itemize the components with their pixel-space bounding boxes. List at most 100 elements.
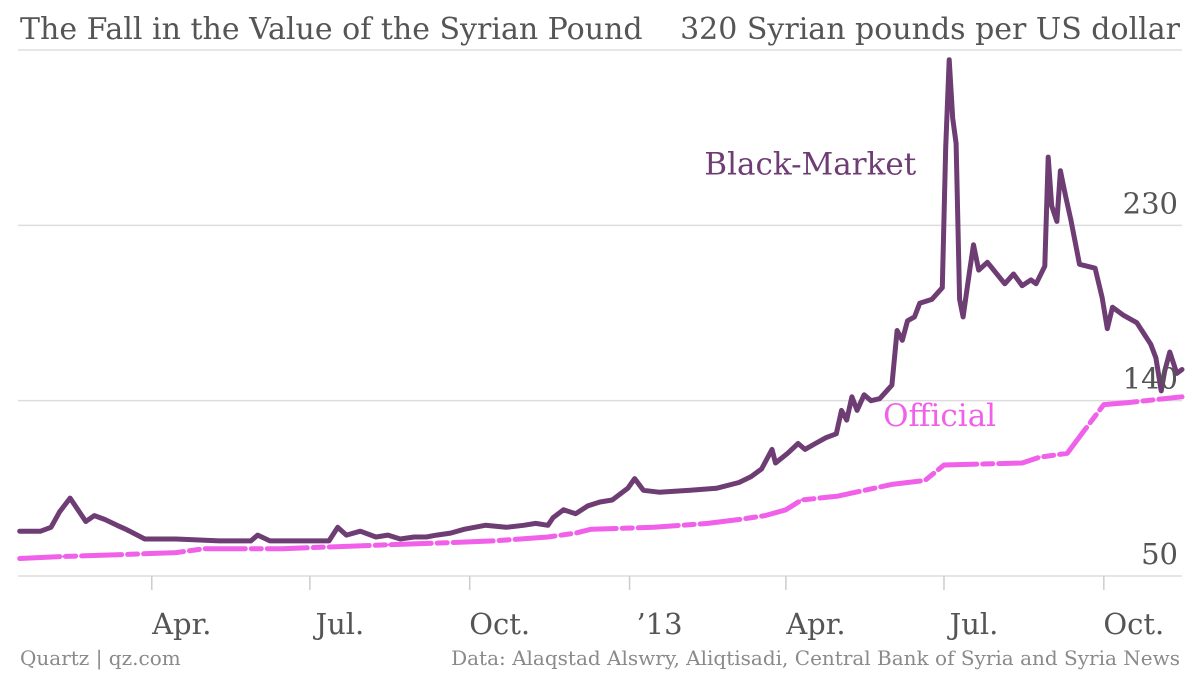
data-point: [315, 539, 318, 543]
data-point: [546, 524, 550, 527]
data-point: [1047, 155, 1050, 159]
data-point: [345, 533, 348, 537]
data-point: [763, 514, 767, 517]
data-point: [463, 528, 466, 531]
data-point: [1160, 389, 1163, 393]
data-point: [814, 442, 817, 445]
data-point: [786, 452, 789, 455]
data-point: [890, 383, 894, 387]
data-point: [633, 477, 636, 480]
data-point: [39, 530, 42, 533]
data-point: [386, 533, 390, 537]
data-point: [574, 512, 577, 515]
data-point: [58, 510, 61, 513]
series-line: [17, 57, 1185, 544]
data-point: [930, 298, 933, 301]
data-point: [1180, 395, 1184, 398]
data-point: [18, 530, 21, 533]
data-point: [942, 463, 946, 467]
data-point: [121, 553, 124, 556]
data-point: [440, 541, 444, 545]
y-tick-label: 140: [1123, 362, 1178, 396]
data-point: [869, 399, 873, 402]
data-point: [412, 535, 416, 539]
data-point: [737, 518, 741, 521]
data-point: [1029, 278, 1033, 282]
data-point: [895, 329, 899, 332]
data-point: [256, 533, 259, 537]
data-point: [954, 142, 958, 145]
data-point: [836, 494, 840, 498]
data-point: [1135, 321, 1139, 324]
chart-title: The Fall in the Value of the Syrian Poun…: [20, 12, 643, 47]
data-point: [1111, 306, 1114, 309]
data-point: [62, 555, 65, 558]
data-point: [1175, 372, 1179, 375]
data-point: [505, 526, 508, 529]
data-point: [906, 319, 909, 322]
x-tick-label: Oct.: [469, 607, 530, 641]
data-point: [522, 524, 525, 527]
data-point: [972, 243, 975, 246]
data-point: [1003, 282, 1006, 285]
series-label: Black-Market: [704, 147, 916, 183]
data-point: [1180, 368, 1184, 371]
data-point: [1012, 272, 1015, 276]
data-point: [715, 487, 718, 490]
data-point: [1021, 461, 1024, 465]
data-point: [534, 522, 537, 525]
data-point: [944, 146, 947, 149]
data-point: [598, 500, 602, 504]
y-tick-label: 140: [1123, 362, 1178, 396]
data-point: [845, 418, 848, 422]
data-point: [958, 298, 961, 301]
x-tick-label: Jul.: [312, 607, 364, 641]
data-point: [878, 397, 881, 400]
data-point: [562, 508, 565, 511]
data-point: [1121, 313, 1125, 317]
data-point: [1064, 194, 1067, 198]
data-point: [1078, 263, 1081, 266]
data-point: [18, 557, 21, 560]
data-point: [386, 543, 390, 546]
data-point: [890, 483, 894, 486]
data-point: [1100, 296, 1104, 299]
data-point: [749, 475, 753, 478]
data-point: [652, 526, 656, 529]
data-point: [800, 498, 803, 502]
data-point: [298, 539, 301, 543]
data-point: [1034, 282, 1038, 285]
data-point: [174, 537, 178, 541]
data-point: [218, 539, 221, 543]
data-point: [986, 261, 989, 264]
data-point: [551, 516, 555, 519]
data-point: [49, 526, 53, 529]
data-point: [590, 528, 593, 531]
data-point: [941, 286, 944, 289]
x-tick-label: Apr.: [151, 607, 211, 641]
data-point: [862, 393, 866, 396]
data-point: [611, 498, 614, 502]
data-point: [803, 448, 807, 451]
data-point: [835, 432, 838, 435]
data-point: [1038, 456, 1041, 459]
data-point: [1069, 218, 1073, 221]
data-point: [796, 442, 800, 445]
series-label: Official: [883, 398, 996, 434]
data-point: [626, 487, 629, 490]
data-point: [586, 504, 589, 508]
y-tick-label: 50: [1141, 537, 1178, 571]
x-tick-label: Apr.: [785, 607, 845, 641]
data-point: [1083, 428, 1086, 432]
data-point: [268, 539, 272, 543]
data-point: [824, 436, 828, 439]
data-point: [850, 395, 854, 398]
data-point: [327, 539, 331, 543]
data-point: [74, 504, 77, 508]
data-point: [918, 302, 921, 305]
data-point: [968, 267, 972, 270]
data-point: [913, 315, 916, 319]
data-point: [399, 537, 402, 541]
data-point: [1106, 327, 1109, 330]
